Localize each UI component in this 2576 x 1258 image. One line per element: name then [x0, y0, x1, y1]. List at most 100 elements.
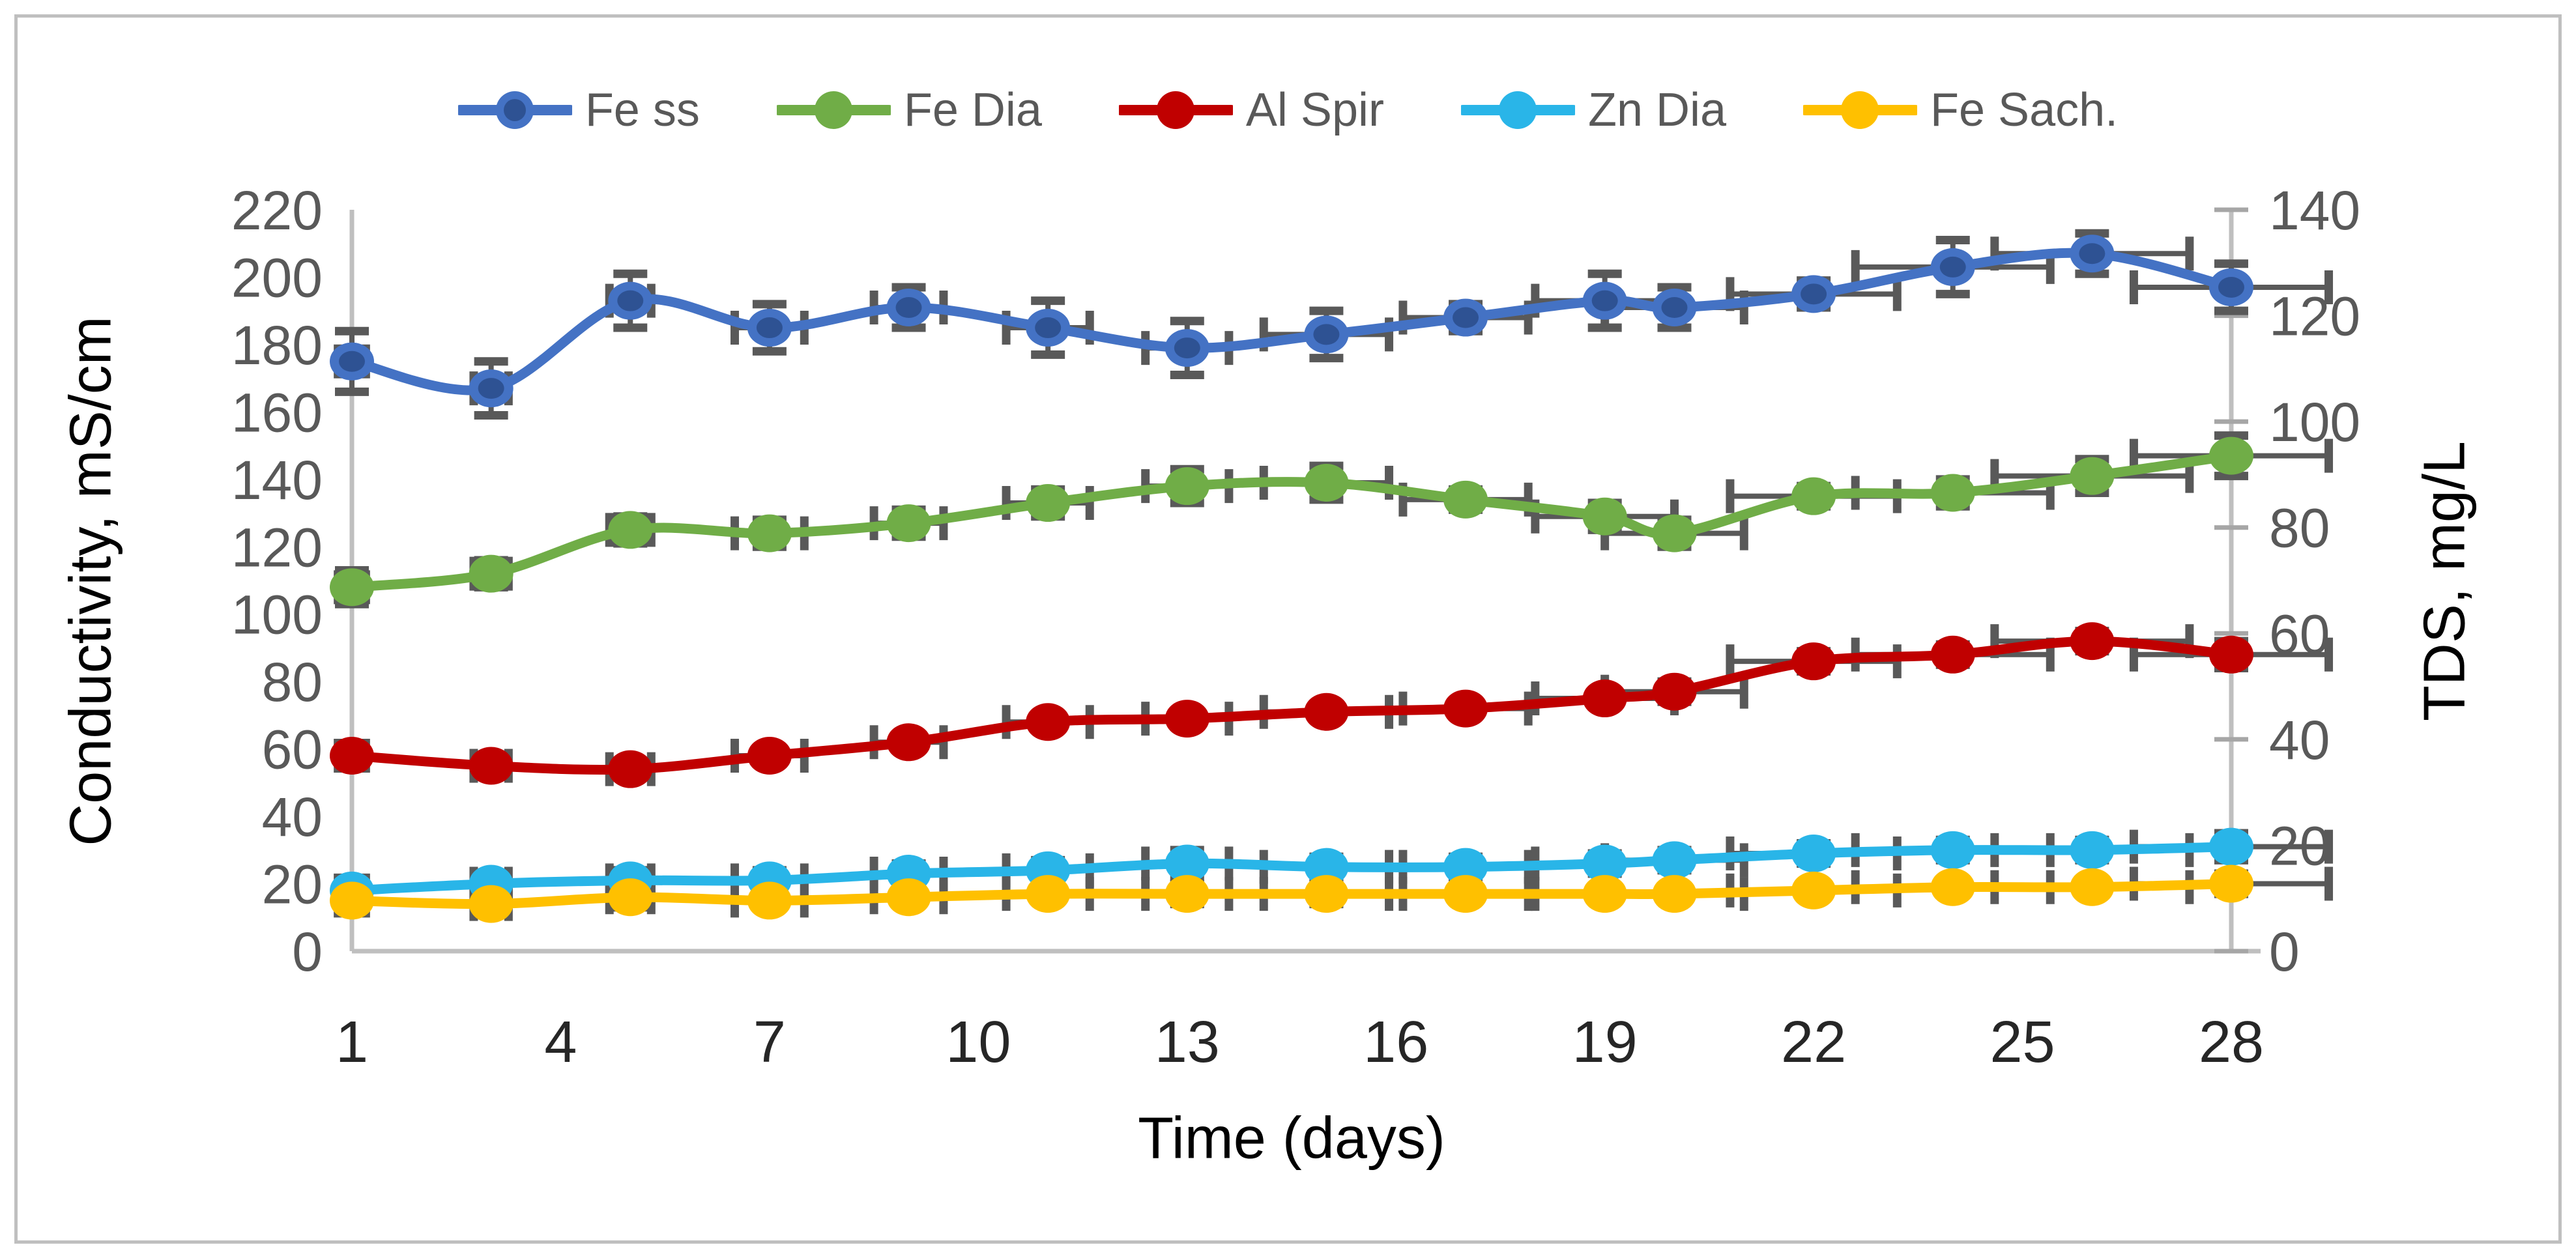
data-point	[747, 514, 792, 552]
data-point	[1791, 477, 1836, 515]
x-tick-label: 16	[1363, 1010, 1428, 1075]
right-axis-title: TDS, mg/L	[2412, 440, 2478, 722]
data-point	[1165, 844, 1209, 883]
x-tick-label: 10	[946, 1010, 1011, 1075]
data-point	[330, 736, 374, 775]
data-point	[1930, 831, 1975, 869]
y-left-tick-label: 220	[231, 180, 323, 241]
data-point-center	[339, 350, 365, 372]
data-point	[1652, 514, 1697, 552]
data-point	[608, 511, 653, 549]
legend-label: Al Spir	[1245, 84, 1384, 136]
data-point	[2070, 622, 2115, 661]
y-right-tick-label: 80	[2269, 498, 2330, 559]
data-point	[1930, 635, 1975, 674]
data-point	[1930, 868, 1975, 906]
data-point	[1443, 848, 1488, 886]
data-point	[1304, 875, 1349, 913]
data-point	[886, 723, 931, 762]
legend-marker-icon	[1118, 91, 1233, 129]
data-point	[2070, 831, 2115, 869]
legend-label: Fe Dia	[903, 84, 1042, 136]
data-point	[1443, 480, 1488, 519]
axes	[349, 207, 2261, 954]
data-point	[1582, 844, 1627, 883]
data-point	[608, 878, 653, 917]
y-right-tick-label: 140	[2269, 180, 2360, 241]
data-point-center	[1174, 337, 1200, 359]
y-left-tick-label: 200	[231, 247, 323, 308]
data-point	[1652, 875, 1697, 913]
data-point	[469, 747, 514, 785]
data-point-center	[1035, 317, 1062, 339]
data-point	[1304, 848, 1349, 886]
data-point-center	[895, 297, 922, 319]
data-point	[1443, 689, 1488, 728]
legend-item-fe-ss: Fe ss	[457, 83, 700, 137]
legend-marker-icon	[1803, 91, 1918, 129]
x-tick-label: 1	[336, 1010, 368, 1075]
data-point	[1930, 474, 1975, 512]
data-point-center	[617, 290, 644, 311]
y-left-tick-label: 0	[292, 921, 323, 982]
legend-item-fe-sach: Fe Sach.	[1803, 83, 2118, 137]
data-point-center	[2079, 243, 2106, 264]
data-point	[608, 750, 653, 788]
data-point	[330, 568, 374, 607]
data-point	[2070, 868, 2115, 906]
data-point	[469, 554, 514, 593]
legend-marker-icon	[776, 91, 891, 129]
data-point-center	[1453, 307, 1479, 328]
y-left-tick-label: 140	[231, 450, 323, 511]
data-point	[1443, 875, 1488, 913]
x-tick-label: 13	[1155, 1010, 1220, 1075]
y-left-tick-label: 80	[262, 651, 323, 713]
y-right-tick-label: 0	[2269, 921, 2300, 982]
y-right-tick-label: 120	[2269, 286, 2360, 347]
data-point	[747, 881, 792, 920]
y-right-tick-label: 100	[2269, 392, 2360, 453]
legend-label: Fe Sach.	[1930, 84, 2119, 136]
data-point	[2070, 457, 2115, 495]
data-point	[1791, 834, 1836, 872]
data-point	[1582, 875, 1627, 913]
y-right-tick-label: 40	[2269, 709, 2330, 771]
data-point	[1582, 679, 1627, 718]
data-point	[2209, 865, 2253, 903]
series-markers	[330, 235, 2253, 923]
tick-labels: 0204060801001201401601802002200204060801…	[231, 180, 2360, 1075]
data-point	[1652, 841, 1697, 879]
data-point	[747, 736, 792, 775]
y-left-tick-label: 20	[262, 854, 323, 915]
data-point	[886, 504, 931, 543]
legend: Fe ss Fe Dia Al Spir Zn Dia Fe Sach.	[0, 83, 2576, 137]
data-point	[1652, 672, 1697, 711]
data-point-center	[478, 378, 504, 399]
x-axis-title: Time (days)	[1138, 1106, 1445, 1171]
data-point	[1165, 875, 1209, 913]
data-point-center	[1939, 256, 1966, 278]
y-left-tick-label: 40	[262, 786, 323, 848]
data-point-center	[1661, 297, 1688, 319]
data-point-center	[1313, 324, 1340, 345]
legend-marker-icon	[1460, 91, 1575, 129]
data-point	[1791, 871, 1836, 909]
data-point-center	[2218, 276, 2244, 298]
data-point	[1026, 484, 1071, 522]
y-left-tick-label: 100	[231, 584, 323, 646]
legend-label: Zn Dia	[1587, 84, 1727, 136]
x-tick-label: 22	[1781, 1010, 1846, 1075]
data-point	[1165, 700, 1209, 738]
y-left-tick-label: 160	[231, 382, 323, 443]
x-tick-label: 28	[2199, 1010, 2264, 1075]
data-point	[886, 878, 931, 917]
data-point	[469, 885, 514, 923]
legend-item-fe-dia: Fe Dia	[776, 83, 1042, 137]
data-point-center	[1591, 290, 1618, 311]
y-left-tick-label: 60	[262, 719, 323, 780]
x-tick-label: 4	[544, 1010, 577, 1075]
y-left-tick-label: 120	[231, 517, 323, 578]
x-tick-label: 25	[1990, 1010, 2055, 1075]
